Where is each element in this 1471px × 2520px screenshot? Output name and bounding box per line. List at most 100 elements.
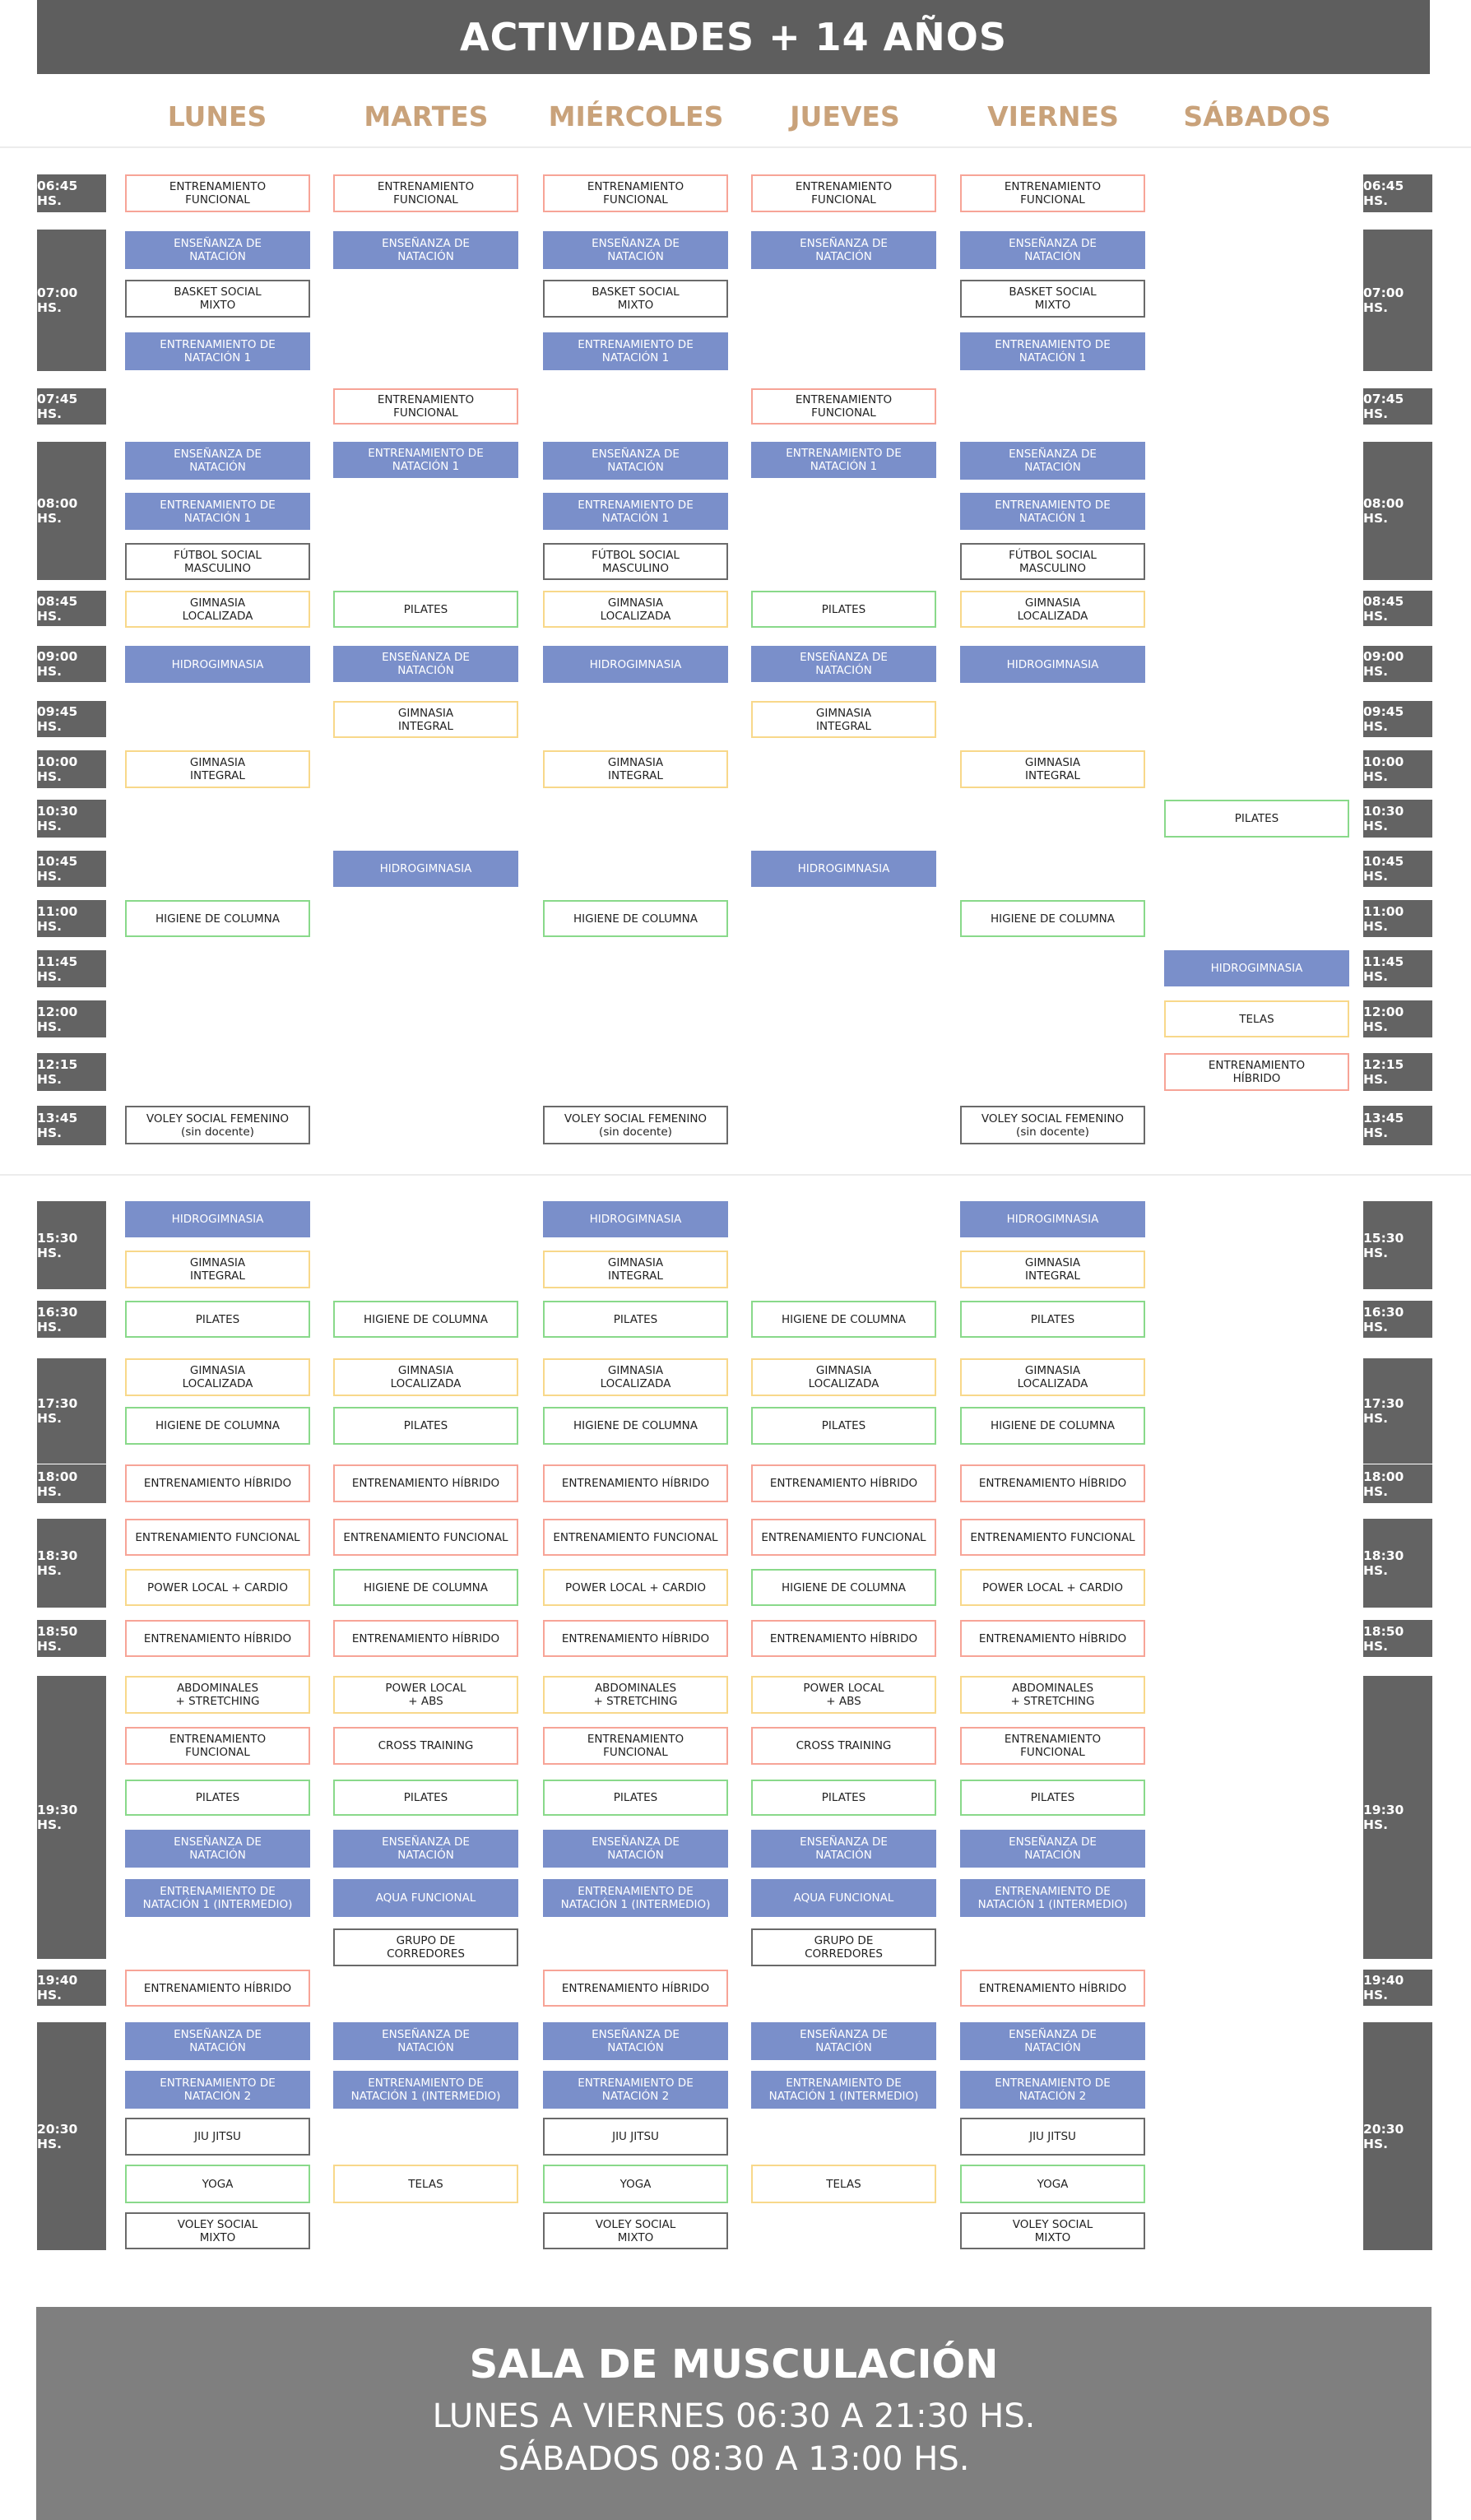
activity-label: POWER LOCAL + CARDIO <box>981 1580 1124 1594</box>
activity-label: ENTRENAMIENTO DE NATACIÓN 1 (INTERMEDIO) <box>560 1885 711 1911</box>
activity-cell: ENTRENAMIENTO HÍBRIDO <box>960 1970 1145 2007</box>
activity-label: ENTRENAMIENTO DE NATACIÓN 1 <box>995 498 1111 525</box>
activity-label: ENTRENAMIENTO DE NATACIÓN 1 (INTERMEDIO) <box>350 2077 501 2103</box>
activity-cell: ENTRENAMIENTO HÍBRIDO <box>1164 1053 1349 1091</box>
activity-cell: ENTRENAMIENTO HÍBRIDO <box>125 1464 310 1502</box>
activity-cell: ENTRENAMIENTO FUNCIONAL <box>543 1519 728 1556</box>
activity-label: GIMNASIA INTEGRAL <box>607 1256 664 1283</box>
activity-label: PILATES <box>1030 1791 1075 1804</box>
activity-cell: ENTRENAMIENTO HÍBRIDO <box>125 1970 310 2007</box>
time-slot-right: 18:50 HS. <box>1363 1620 1432 1657</box>
activity-cell: HIDROGIMNASIA <box>125 1201 310 1237</box>
activity-label: PILATES <box>195 1791 240 1804</box>
activity-label: JIU JITSU <box>194 2130 241 2143</box>
time-slot-left: 20:30 HS. <box>37 2022 106 2250</box>
activity-label: GIMNASIA LOCALIZADA <box>600 1364 671 1390</box>
activity-label: HIGIENE DE COLUMNA <box>155 1419 280 1432</box>
activity-label: ENTRENAMIENTO HÍBRIDO <box>351 1631 500 1645</box>
activity-label: GIMNASIA LOCALIZADA <box>182 596 253 623</box>
gym-hours-banner: SALA DE MUSCULACIÓN LUNES A VIERNES 06:3… <box>36 2307 1432 2520</box>
time-slot-right: 06:45 HS. <box>1363 174 1432 212</box>
activity-label: ENTRENAMIENTO FUNCIONAL <box>553 1530 718 1544</box>
activity-cell: AQUA FUNCIONAL <box>751 1879 936 1917</box>
activity-label: ENTRENAMIENTO FUNCIONAL <box>377 393 475 420</box>
activity-label: BASKET SOCIAL MIXTO <box>174 285 262 312</box>
activity-label: JIU JITSU <box>1029 2130 1076 2143</box>
time-slot-left: 19:40 HS. <box>37 1970 106 2006</box>
activity-cell: ENTRENAMIENTO HÍBRIDO <box>333 1464 518 1502</box>
activity-cell: HIGIENE DE COLUMNA <box>960 900 1145 937</box>
activity-label: ENSEÑANZA DE NATACIÓN <box>800 2028 888 2054</box>
activity-label: GIMNASIA INTEGRAL <box>189 756 246 782</box>
activity-cell: ENSEÑANZA DE NATACIÓN <box>960 2022 1145 2060</box>
activity-label: ENTRENAMIENTO HÍBRIDO <box>561 1477 710 1490</box>
activity-cell: ENSEÑANZA DE NATACIÓN <box>125 442 310 480</box>
activity-label: BASKET SOCIAL MIXTO <box>592 285 680 312</box>
activity-label: GIMNASIA LOCALIZADA <box>1017 596 1088 623</box>
day-header: VIERNES <box>987 100 1119 132</box>
time-slot-left: 13:45 HS. <box>37 1106 106 1145</box>
activity-label: POWER LOCAL + CARDIO <box>146 1580 289 1594</box>
time-slot-left: 10:00 HS. <box>37 750 106 788</box>
activity-cell: PILATES <box>960 1301 1145 1338</box>
activity-cell: ENTRENAMIENTO HÍBRIDO <box>960 1620 1145 1657</box>
time-slot-left: 09:45 HS. <box>37 701 106 737</box>
activity-cell: ABDOMINALES + STRETCHING <box>543 1676 728 1714</box>
activity-label: ENTRENAMIENTO DE NATACIÓN 1 <box>368 447 484 473</box>
activity-cell: ENSEÑANZA DE NATACIÓN <box>543 442 728 480</box>
activity-cell: POWER LOCAL + CARDIO <box>960 1569 1145 1606</box>
activity-cell: ENTRENAMIENTO FUNCIONAL <box>543 1727 728 1765</box>
activity-cell: HIGIENE DE COLUMNA <box>125 900 310 937</box>
activity-cell: GIMNASIA LOCALIZADA <box>960 591 1145 628</box>
activity-label: ENTRENAMIENTO DE NATACIÓN 2 <box>160 2077 276 2103</box>
divider <box>0 1174 1471 1176</box>
activity-cell: TELAS <box>751 2165 936 2203</box>
activity-cell: ENTRENAMIENTO DE NATACIÓN 1 <box>960 332 1145 370</box>
activity-cell: ENSEÑANZA DE NATACIÓN <box>333 231 518 269</box>
time-slot-left: 08:45 HS. <box>37 591 106 626</box>
activity-cell: ENTRENAMIENTO HÍBRIDO <box>751 1620 936 1657</box>
activity-cell: HIGIENE DE COLUMNA <box>543 900 728 937</box>
activity-label: ENTRENAMIENTO FUNCIONAL <box>795 393 893 420</box>
activity-label: HIGIENE DE COLUMNA <box>990 912 1115 926</box>
activity-label: AQUA FUNCIONAL <box>375 1891 476 1905</box>
activity-cell: ENTRENAMIENTO DE NATACIÓN 1 <box>333 442 518 478</box>
time-slot-left: 19:30 HS. <box>37 1676 106 1959</box>
activity-label: HIGIENE DE COLUMNA <box>363 1312 488 1326</box>
activity-label: GIMNASIA INTEGRAL <box>397 706 454 733</box>
activity-label: GIMNASIA INTEGRAL <box>607 756 664 782</box>
activity-cell: PILATES <box>333 591 518 628</box>
time-slot-right: 09:45 HS. <box>1363 701 1432 737</box>
activity-cell: POWER LOCAL + ABS <box>333 1676 518 1714</box>
activity-cell: ENTRENAMIENTO DE NATACIÓN 1 <box>125 493 310 530</box>
activity-label: ENTRENAMIENTO FUNCIONAL <box>169 180 267 207</box>
activity-label: HIGIENE DE COLUMNA <box>990 1419 1115 1432</box>
activity-label: ENSEÑANZA DE NATACIÓN <box>382 237 470 263</box>
time-slot-right: 11:00 HS. <box>1363 900 1432 937</box>
activity-cell: ENTRENAMIENTO FUNCIONAL <box>960 1519 1145 1556</box>
activity-cell: PILATES <box>333 1780 518 1816</box>
activity-cell: GIMNASIA LOCALIZADA <box>125 1358 310 1396</box>
activity-cell: PILATES <box>960 1780 1145 1816</box>
activity-cell: HIGIENE DE COLUMNA <box>543 1407 728 1445</box>
activity-label: ENTRENAMIENTO FUNCIONAL <box>1004 1733 1102 1759</box>
activity-cell: HIDROGIMNASIA <box>960 646 1145 683</box>
activity-cell: VOLEY SOCIAL MIXTO <box>125 2212 310 2249</box>
activity-cell: ENSEÑANZA DE NATACIÓN <box>751 231 936 269</box>
activity-label: HIDROGIMNASIA <box>1210 962 1303 975</box>
activity-label: PILATES <box>403 1419 448 1432</box>
day-header: MARTES <box>364 100 489 132</box>
time-slot-right: 07:45 HS. <box>1363 388 1432 425</box>
activity-cell: GIMNASIA INTEGRAL <box>333 701 518 738</box>
activity-cell: ENTRENAMIENTO HÍBRIDO <box>543 1464 728 1502</box>
activity-label: ENSEÑANZA DE NATACIÓN <box>1009 1835 1097 1862</box>
activity-label: ENTRENAMIENTO HÍBRIDO <box>978 1477 1127 1490</box>
activity-label: HIDROGIMNASIA <box>797 862 890 875</box>
activity-cell: HIGIENE DE COLUMNA <box>751 1301 936 1338</box>
activity-label: PILATES <box>195 1312 240 1326</box>
time-slot-left: 18:30 HS. <box>37 1519 106 1608</box>
activity-cell: ENSEÑANZA DE NATACIÓN <box>333 1830 518 1868</box>
activity-label: PILATES <box>613 1312 658 1326</box>
activity-label: PILATES <box>1030 1312 1075 1326</box>
activity-label: PILATES <box>403 602 448 616</box>
